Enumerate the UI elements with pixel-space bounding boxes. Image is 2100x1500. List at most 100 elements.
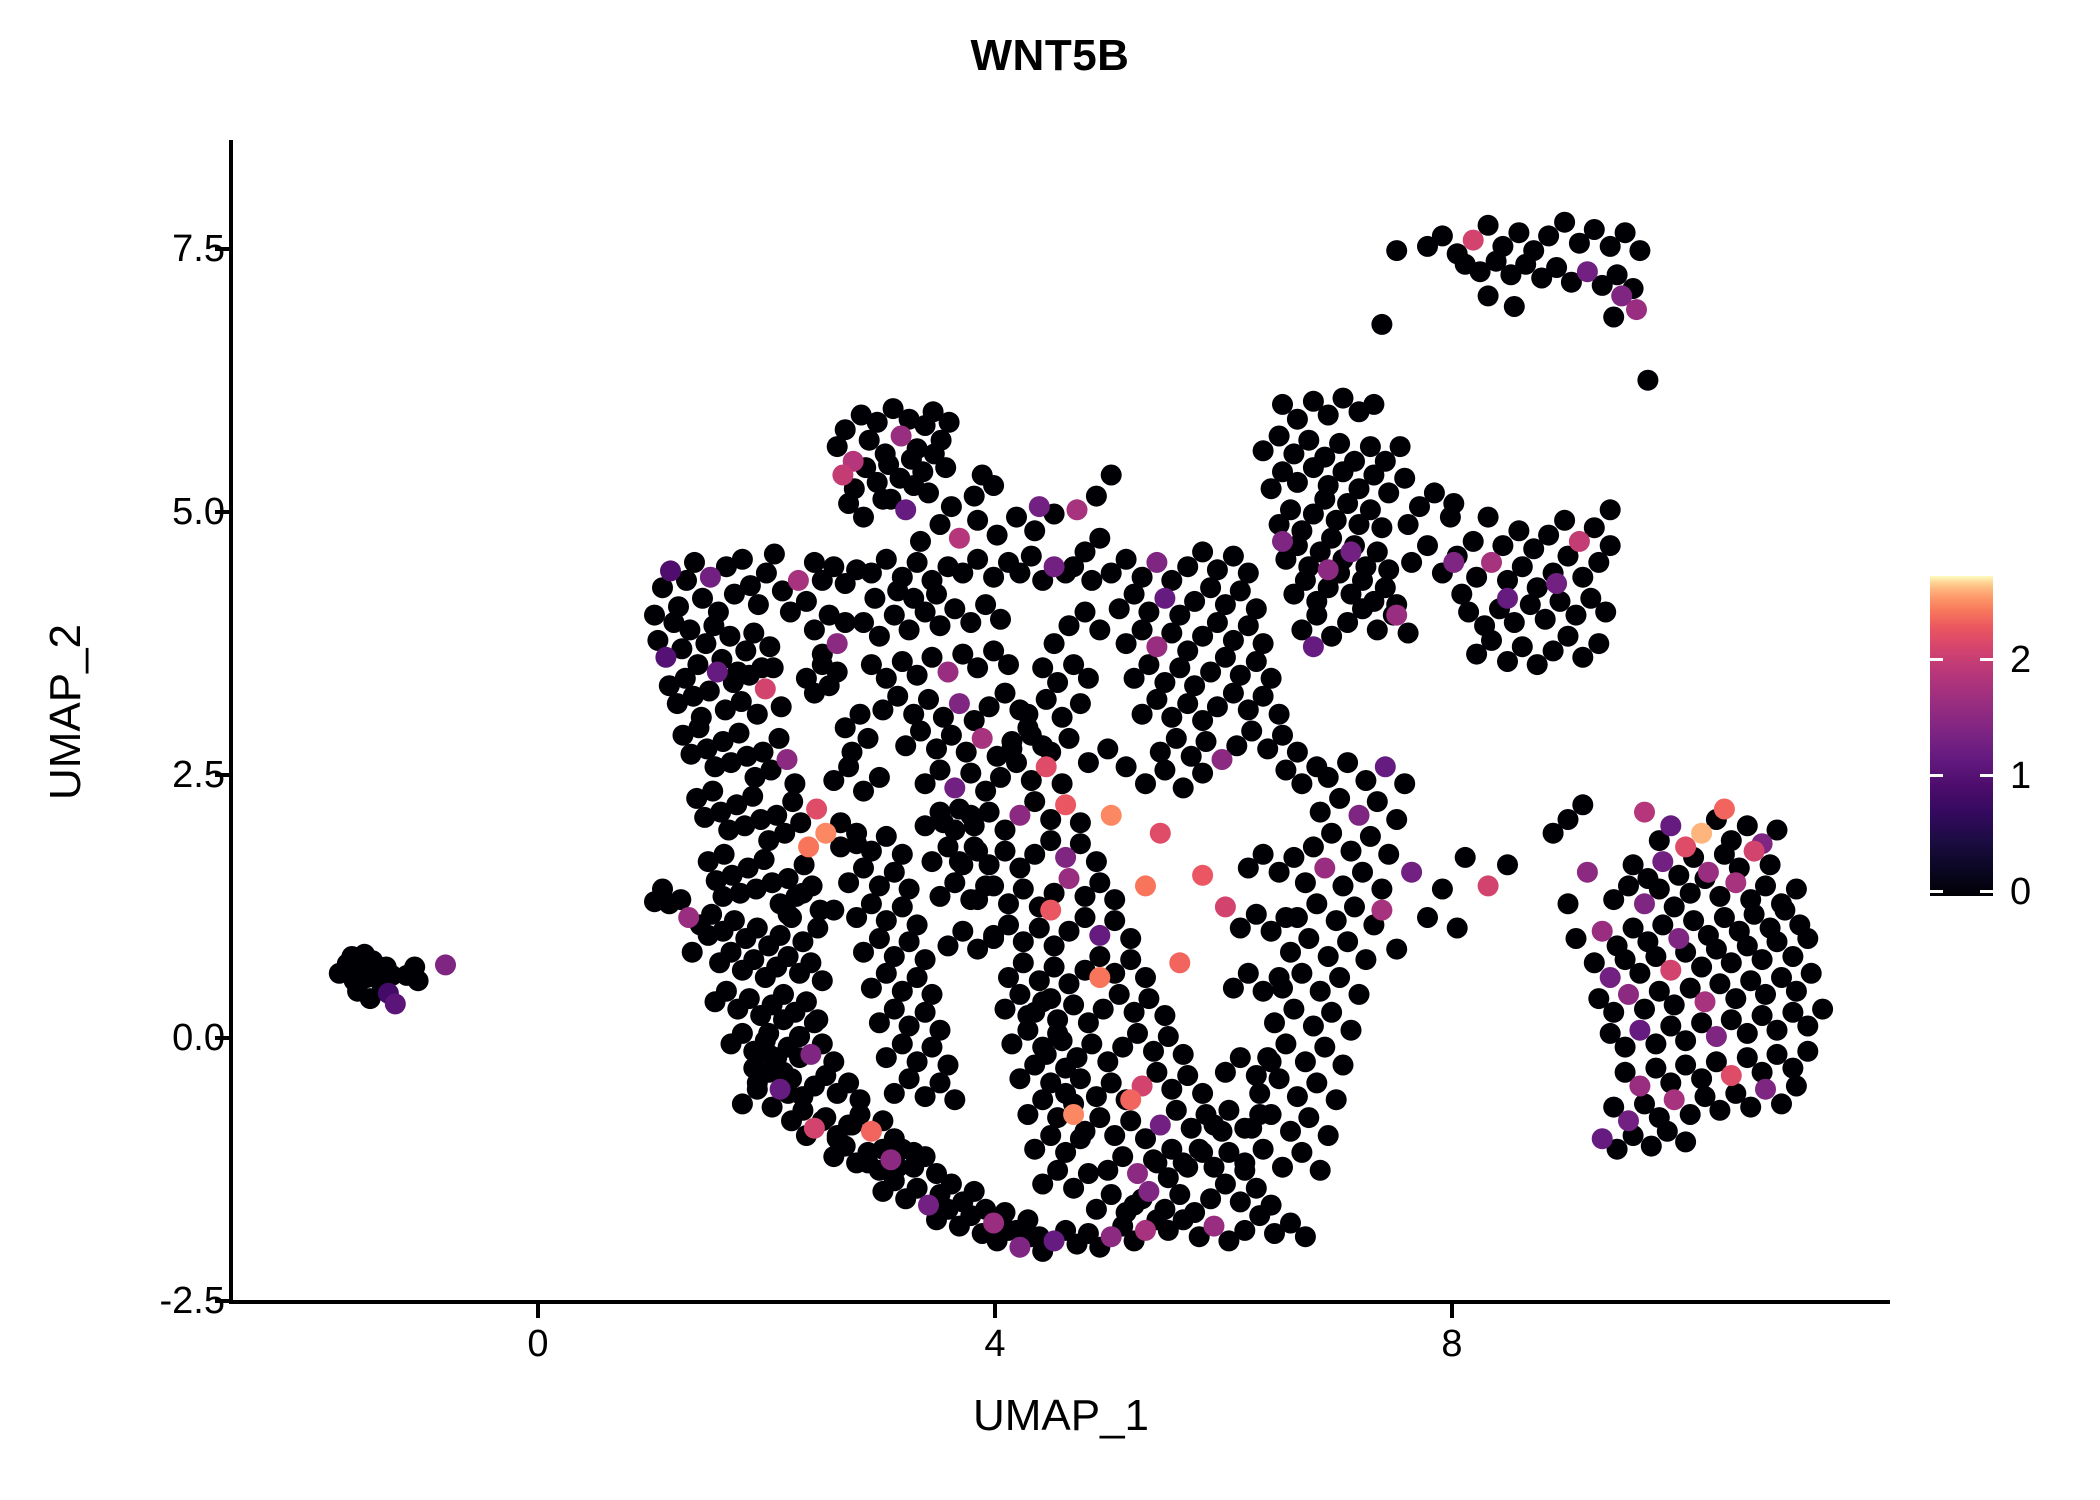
- scatter-point: [921, 646, 943, 668]
- scatter-point: [1576, 861, 1598, 883]
- scatter-point: [1115, 756, 1137, 778]
- scatter-point: [1200, 577, 1222, 599]
- scatter-point: [1618, 1110, 1639, 1132]
- scatter-point: [1252, 633, 1274, 655]
- scatter-point: [898, 1015, 920, 1037]
- scatter-point: [1417, 907, 1438, 928]
- scatter-point: [1554, 211, 1576, 233]
- scatter-point: [1332, 875, 1354, 897]
- scatter-point: [1648, 830, 1670, 852]
- scatter-point: [731, 1022, 753, 1044]
- scatter-point: [1371, 313, 1393, 335]
- scatter-point: [359, 988, 381, 1010]
- scatter-point: [742, 785, 764, 807]
- scatter-point: [1720, 1009, 1742, 1031]
- scatter-point: [875, 825, 897, 847]
- scatter-point: [994, 819, 1016, 841]
- scatter-point: [1705, 938, 1727, 960]
- scatter-point: [731, 548, 753, 570]
- scatter-point: [1135, 875, 1156, 897]
- scatter-point: [1245, 598, 1267, 620]
- scatter-point: [1645, 946, 1667, 967]
- scatter-point: [1629, 240, 1651, 262]
- scatter-point: [1249, 1104, 1271, 1125]
- scatter-point: [937, 1198, 959, 1220]
- scatter-point: [1626, 299, 1647, 321]
- scatter-point: [1337, 493, 1359, 514]
- scatter-point: [720, 941, 742, 963]
- scatter-point: [926, 583, 947, 605]
- y-axis-line: [229, 140, 233, 1304]
- scatter-point: [1683, 910, 1705, 932]
- scatter-point: [1154, 672, 1176, 693]
- scatter-point: [1157, 1219, 1179, 1241]
- scatter-point: [1325, 910, 1347, 932]
- scatter-point: [1280, 1212, 1301, 1234]
- scatter-point: [967, 548, 989, 570]
- scatter-point: [701, 903, 723, 925]
- scatter-point: [1337, 612, 1359, 633]
- scatter-point: [758, 1043, 780, 1065]
- scatter-point: [1063, 994, 1085, 1016]
- scatter-point: [1120, 1089, 1142, 1111]
- scatter-point: [883, 998, 905, 1020]
- scatter-point: [1222, 629, 1244, 651]
- scatter-point: [1355, 949, 1377, 971]
- scatter-point: [994, 840, 1016, 862]
- scatter-point: [1314, 446, 1336, 468]
- scatter-point: [1371, 878, 1393, 900]
- scatter-point: [1066, 499, 1088, 521]
- scatter-point: [880, 488, 902, 510]
- scatter-point: [1245, 1065, 1267, 1086]
- scatter-point: [834, 717, 856, 739]
- scatter-point: [1089, 946, 1111, 967]
- scatter-point: [1131, 619, 1153, 641]
- scatter-point: [838, 872, 860, 894]
- scatter-point: [1542, 822, 1564, 844]
- scatter-point: [1340, 583, 1362, 605]
- scatter-point: [1344, 896, 1365, 918]
- scatter-point: [1766, 819, 1788, 841]
- scatter-point: [1713, 907, 1735, 928]
- scatter-point: [666, 693, 688, 715]
- scatter-point: [929, 514, 951, 535]
- scatter-point: [1515, 253, 1537, 275]
- scatter-point: [940, 724, 962, 746]
- scatter-point: [1058, 868, 1080, 889]
- scatter-point: [967, 840, 989, 862]
- scatter-point: [715, 556, 737, 578]
- scatter-point: [777, 868, 799, 889]
- scatter-point: [1229, 1191, 1251, 1213]
- scatter-point: [792, 882, 814, 904]
- scatter-point: [782, 791, 804, 813]
- scatter-point: [1077, 752, 1099, 774]
- scatter-point: [1009, 562, 1031, 584]
- scatter-point: [1417, 235, 1438, 257]
- scatter-point: [668, 596, 689, 618]
- scatter-point: [1348, 804, 1370, 826]
- scatter-point: [1138, 601, 1160, 623]
- scatter-point: [1131, 703, 1153, 725]
- scatter-point: [1648, 878, 1670, 900]
- scatter-point: [880, 1149, 902, 1171]
- scatter-point: [983, 475, 1005, 496]
- scatter-point: [914, 815, 936, 837]
- scatter-point: [1222, 545, 1244, 567]
- scatter-point: [1237, 699, 1259, 721]
- scatter-point: [1089, 924, 1111, 946]
- scatter-point: [793, 854, 815, 876]
- scatter-point: [1257, 738, 1279, 760]
- scatter-point: [1063, 654, 1085, 676]
- scatter-point: [1352, 569, 1373, 591]
- scatter-point: [838, 756, 860, 778]
- scatter-point: [906, 551, 928, 573]
- scatter-point: [1123, 667, 1145, 689]
- scatter-point: [872, 699, 894, 721]
- scatter-point: [960, 762, 982, 784]
- scatter-point: [994, 682, 1016, 704]
- scatter-point: [1074, 601, 1096, 623]
- colorbar-tick-mark: [1980, 890, 1993, 893]
- scatter-point: [1386, 604, 1408, 626]
- scatter-point: [384, 993, 406, 1015]
- scatter-point: [1043, 882, 1065, 904]
